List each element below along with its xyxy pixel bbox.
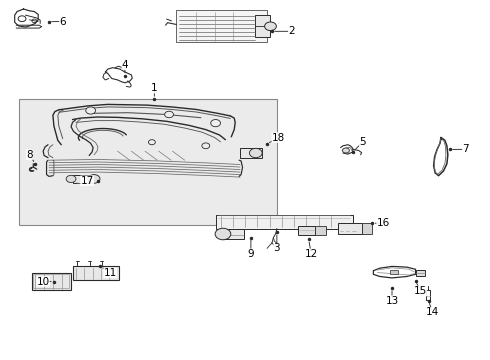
Text: 8: 8 [26, 150, 33, 160]
Text: 9: 9 [247, 249, 254, 259]
Text: 16: 16 [376, 218, 390, 228]
Circle shape [66, 175, 76, 183]
Text: 14: 14 [425, 307, 439, 318]
Circle shape [86, 107, 96, 114]
Bar [73, 175, 91, 183]
Circle shape [165, 111, 173, 118]
Bar [19, 99, 277, 225]
Circle shape [343, 148, 349, 153]
Text: 18: 18 [271, 132, 285, 143]
Bar [33, 274, 69, 288]
Text: 5: 5 [359, 137, 366, 147]
Bar [338, 223, 362, 234]
Circle shape [202, 143, 210, 149]
Bar [390, 270, 398, 274]
Circle shape [211, 120, 220, 127]
Text: 4: 4 [122, 60, 128, 70]
Bar [73, 266, 119, 280]
Text: 11: 11 [103, 268, 117, 278]
Text: 2: 2 [288, 26, 295, 36]
Circle shape [88, 175, 100, 183]
Text: 7: 7 [462, 144, 469, 154]
Text: 10: 10 [37, 276, 49, 287]
Bar [298, 226, 315, 235]
Circle shape [215, 228, 231, 240]
Bar [223, 229, 244, 239]
Text: 6: 6 [59, 17, 66, 27]
Text: 3: 3 [273, 243, 280, 253]
Bar [255, 15, 270, 37]
Bar [176, 10, 267, 42]
Text: 17: 17 [80, 176, 94, 186]
Text: 1: 1 [151, 83, 158, 93]
Bar [32, 273, 71, 290]
Text: 13: 13 [385, 296, 399, 306]
Circle shape [249, 148, 262, 158]
Text: 12: 12 [304, 249, 318, 259]
Circle shape [265, 22, 276, 31]
Bar [315, 226, 326, 235]
Text: 15: 15 [414, 286, 427, 296]
Bar [216, 215, 353, 229]
Circle shape [148, 140, 155, 145]
Bar [240, 148, 262, 158]
Bar [416, 270, 425, 276]
Bar [362, 223, 372, 234]
